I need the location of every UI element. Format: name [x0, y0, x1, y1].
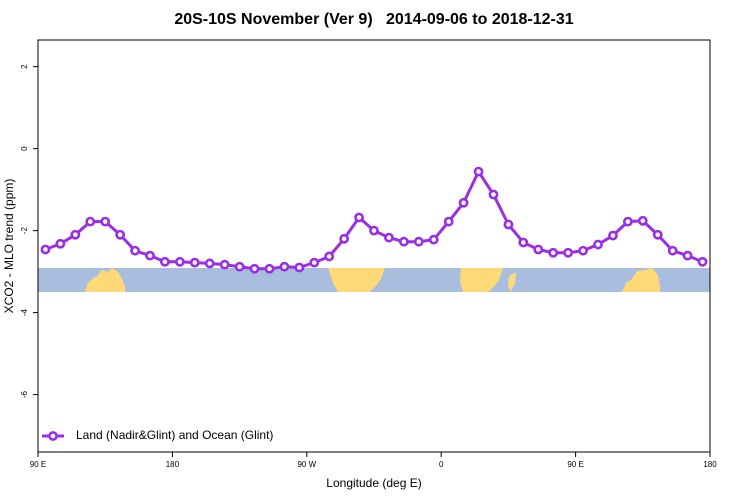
data-point: [369, 225, 379, 236]
data-point: [100, 216, 111, 227]
data-point: [458, 197, 469, 208]
data-point: [563, 247, 574, 258]
data-point: [234, 261, 245, 272]
data-point: [189, 257, 200, 268]
x-tick-label: 0: [439, 460, 444, 469]
data-point: [518, 237, 529, 248]
data-point: [70, 229, 81, 240]
data-point: [249, 263, 260, 274]
x-tick-label: 90 E: [30, 460, 46, 469]
data-point: [533, 244, 544, 255]
data-point: [413, 236, 424, 247]
series-line: [44, 168, 704, 271]
land-ocean-strip: [38, 268, 710, 292]
data-point: [115, 229, 126, 240]
data-point: [354, 212, 364, 223]
chart-title: 20S-10S November (Ver 9) 2014-09-06 to 2…: [174, 11, 573, 28]
data-point: [503, 219, 514, 230]
data-point: [443, 216, 454, 227]
data-point: [548, 247, 559, 258]
data-point: [652, 229, 663, 240]
data-point: [398, 236, 409, 247]
data-point: [473, 166, 484, 177]
plot-frame: [37, 39, 711, 453]
y-tick-label: 2: [20, 64, 29, 69]
legend-label: Land (Nadir&Glint) and Ocean (Glint): [76, 428, 273, 442]
y-tick-label: -4: [20, 309, 29, 317]
x-tick-label: 90 E: [567, 460, 583, 469]
x-tick-label: 180: [703, 460, 717, 469]
data-point: [174, 256, 185, 267]
y-tick-label: -6: [20, 391, 29, 399]
data-point: [55, 238, 66, 249]
data-point: [160, 256, 170, 267]
data-point: [608, 230, 618, 241]
data-point: [428, 234, 439, 245]
y-tick-label: -2: [20, 227, 29, 235]
data-point: [294, 262, 305, 273]
data-point: [40, 244, 51, 255]
y-tick-label: 0: [20, 146, 29, 151]
data-point: [309, 257, 320, 268]
data-point: [622, 216, 633, 227]
legend-marker: [48, 431, 58, 441]
data-point: [219, 259, 230, 270]
data-point: [593, 239, 603, 250]
x-tick-label: 180: [166, 460, 180, 469]
data-point: [339, 233, 350, 244]
data-point: [145, 250, 155, 261]
x-axis-label: Longitude (deg E): [326, 476, 421, 490]
data-point: [384, 232, 394, 243]
data-point: [204, 258, 215, 269]
x-tick-label: 90 W: [297, 460, 316, 469]
data-point: [682, 250, 693, 261]
data-point: [488, 189, 499, 200]
data-point: [264, 263, 275, 274]
data-point: [578, 245, 588, 256]
data-point: [85, 216, 96, 227]
data-point: [130, 245, 140, 256]
data-point: [637, 215, 648, 226]
data-point: [697, 256, 708, 267]
data-point: [324, 251, 335, 262]
data-point: [279, 261, 290, 272]
data-point: [667, 245, 678, 256]
y-axis-label: XCO2 - MLO trend (ppm): [2, 179, 16, 314]
